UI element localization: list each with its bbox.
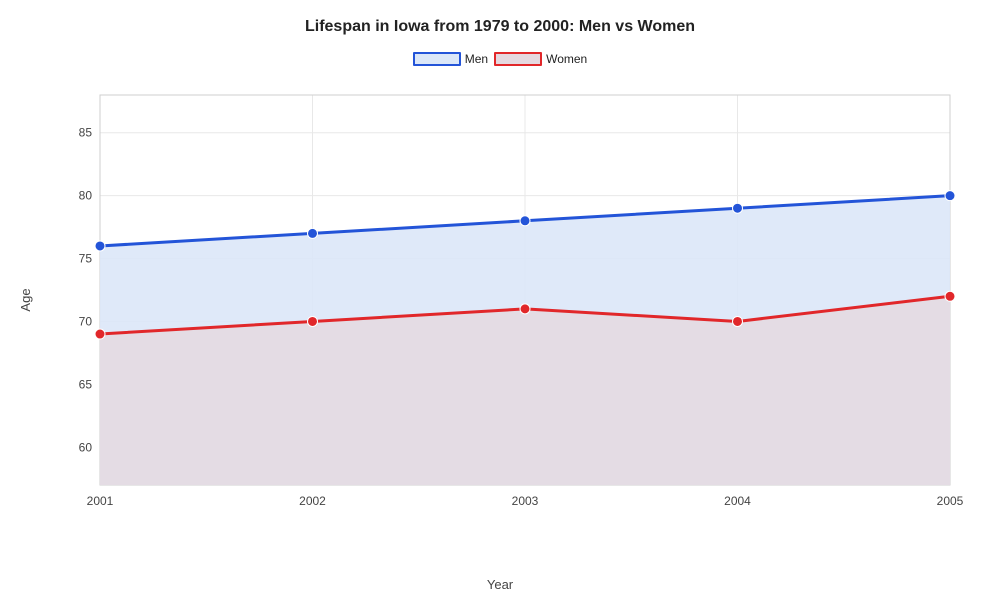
svg-text:65: 65 bbox=[79, 377, 93, 391]
chart-container: Lifespan in Iowa from 1979 to 2000: Men … bbox=[0, 0, 1000, 600]
chart-title: Lifespan in Iowa from 1979 to 2000: Men … bbox=[0, 18, 1000, 36]
svg-text:2003: 2003 bbox=[512, 494, 539, 508]
legend-swatch-men bbox=[413, 52, 461, 66]
legend-swatch-women bbox=[494, 52, 542, 66]
y-axis-label: Age bbox=[18, 288, 33, 311]
svg-text:80: 80 bbox=[79, 189, 93, 203]
svg-text:2004: 2004 bbox=[724, 494, 751, 508]
svg-text:2002: 2002 bbox=[299, 494, 326, 508]
legend-item-men[interactable]: Men bbox=[413, 52, 488, 66]
legend-label-women: Women bbox=[546, 52, 587, 66]
legend-label-men: Men bbox=[465, 52, 488, 66]
svg-text:85: 85 bbox=[79, 126, 93, 140]
plot-area: 60 65 70 75 80 85 2001 2002 2003 2004 2005 bbox=[60, 85, 970, 525]
svg-text:2005: 2005 bbox=[937, 494, 964, 508]
svg-text:70: 70 bbox=[79, 314, 93, 328]
x-axis-label: Year bbox=[0, 577, 1000, 592]
legend-item-women[interactable]: Women bbox=[494, 52, 587, 66]
chart-svg: 60 65 70 75 80 85 2001 2002 2003 2004 2005 bbox=[60, 85, 970, 525]
svg-text:60: 60 bbox=[79, 440, 93, 454]
legend: Men Women bbox=[0, 52, 1000, 66]
svg-text:2001: 2001 bbox=[87, 494, 114, 508]
svg-text:75: 75 bbox=[79, 252, 93, 266]
